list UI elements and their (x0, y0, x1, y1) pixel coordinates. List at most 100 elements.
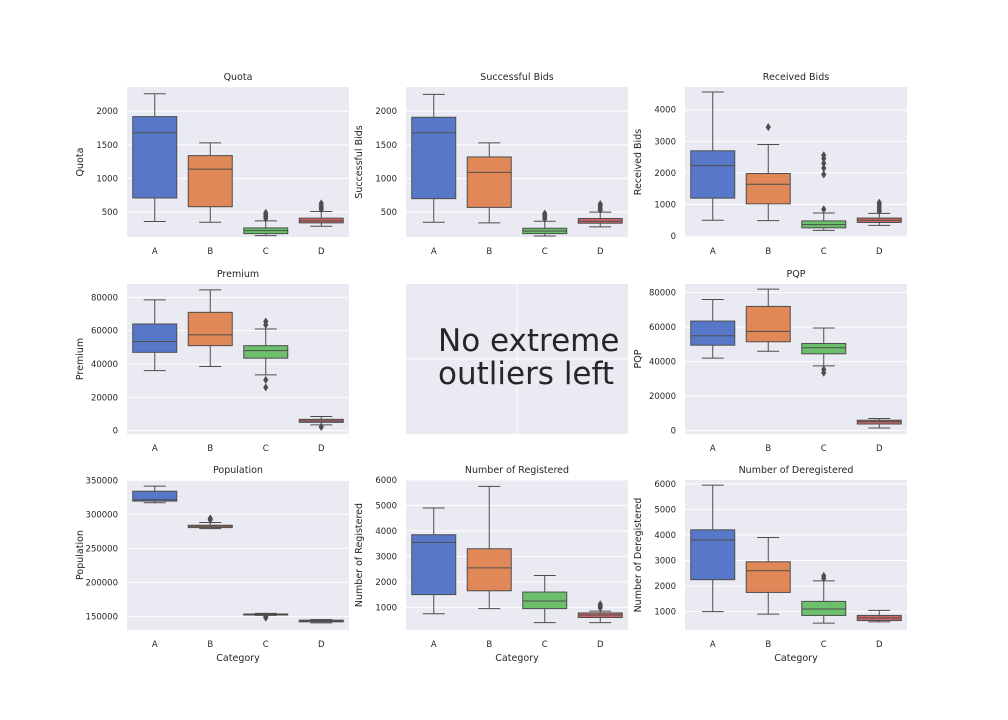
y-tick-label: 80000 (91, 293, 118, 303)
y-tick-label: 2000 (654, 582, 676, 592)
panel-quota: 500 1000 1500 2000 A B C D Quota Quota (75, 72, 349, 257)
y-tick-label: 1000 (654, 608, 676, 618)
x-tick-label: C (821, 247, 827, 257)
y-axis-label: Population (75, 530, 86, 580)
x-tick-label: A (710, 444, 716, 454)
outlier-point (821, 365, 827, 374)
y-tick-label: 1500 (96, 141, 118, 151)
panel-number-of-deregistered: 1000 2000 3000 4000 5000 6000 A B C D Number of De… (633, 465, 907, 664)
box-D (298, 416, 344, 431)
outlier-point (821, 159, 827, 168)
outlier-point (263, 317, 269, 326)
box-B (745, 536, 791, 615)
panel-title: Number of Deregistered (739, 465, 854, 476)
iqr-box (132, 323, 178, 353)
y-tick-label: 2000 (375, 107, 397, 117)
outlier-point (821, 571, 827, 580)
y-axis-label: PQP (633, 349, 644, 368)
y-tick-label: 3000 (654, 137, 676, 147)
iqr-box (856, 419, 902, 425)
y-tick-label: 60000 (91, 327, 118, 337)
y-tick-label: 500 (381, 208, 397, 218)
panel-premium: 0 20000 40000 60000 80000 A B C D Premium Premium (75, 269, 349, 454)
x-tick-label: D (318, 247, 325, 257)
panel-population: 150000 200000 250000 300000 350000 A B C D Popula… (75, 465, 349, 664)
box-D (577, 600, 623, 624)
panel-title: Number of Registered (465, 465, 569, 476)
x-tick-label: D (597, 247, 604, 257)
y-tick-label: 200000 (86, 578, 118, 588)
y-tick-label: 80000 (649, 289, 676, 299)
x-axis-label: Category (774, 653, 818, 664)
x-tick-label: D (318, 640, 325, 650)
box-A (132, 485, 178, 504)
panel-title: Received Bids (763, 72, 829, 83)
iqr-box (187, 311, 233, 347)
y-tick-label: 3000 (375, 552, 397, 562)
plot-area (685, 284, 907, 434)
outlier-point (821, 151, 827, 160)
iqr-box (745, 305, 791, 343)
x-tick-label: A (710, 247, 716, 257)
y-axis-label: Number of Deregistered (633, 498, 644, 613)
y-tick-label: 1000 (375, 174, 397, 184)
y-tick-label: 350000 (86, 476, 118, 486)
box-A (690, 299, 736, 359)
box-A (690, 91, 736, 221)
box-B (187, 514, 233, 530)
x-tick-label: B (207, 444, 213, 454)
y-tick-label: 1000 (375, 603, 397, 613)
y-tick-label: 4000 (654, 531, 676, 541)
y-axis-label: Number of Registered (354, 503, 365, 607)
x-tick-label: A (152, 444, 158, 454)
box-D (298, 618, 344, 624)
panel-title: Premium (217, 269, 259, 280)
outlier-point (597, 200, 603, 209)
empty-panel-text-line2: outliers left (438, 356, 614, 392)
y-tick-label: 20000 (91, 393, 118, 403)
y-axis-label: Quota (75, 148, 86, 177)
x-tick-label: B (486, 640, 492, 650)
outlier-point (207, 514, 213, 523)
x-tick-label: B (207, 640, 213, 650)
y-tick-label: 1000 (654, 200, 676, 210)
y-tick-label: 40000 (91, 360, 118, 370)
box-C (243, 612, 289, 622)
y-tick-label: 5000 (654, 505, 676, 515)
y-tick-label: 0 (671, 427, 676, 437)
x-tick-label: B (765, 640, 771, 650)
y-tick-label: 5000 (375, 501, 397, 511)
empty-panel-text-line1: No extreme (438, 323, 619, 359)
box-B (187, 289, 233, 367)
box-C (243, 208, 289, 237)
y-tick-label: 1000 (96, 174, 118, 184)
outlier-point (318, 199, 324, 208)
x-tick-label: D (876, 247, 883, 257)
outlier-point (542, 209, 548, 218)
x-tick-label: B (207, 247, 213, 257)
plot-area (127, 284, 349, 434)
outlier-point (263, 208, 269, 217)
box-C (801, 327, 847, 377)
y-axis-label: Premium (75, 338, 86, 380)
outlier-point (597, 600, 603, 609)
y-tick-label: 2000 (375, 578, 397, 588)
panel-title: Population (213, 465, 263, 476)
x-tick-label: A (710, 640, 716, 650)
x-tick-label: C (542, 247, 548, 257)
iqr-box (187, 155, 233, 208)
x-tick-label: C (821, 640, 827, 650)
y-tick-label: 1500 (375, 141, 397, 151)
box-B (466, 142, 512, 224)
x-tick-label: C (263, 444, 269, 454)
box-C (522, 209, 568, 237)
iqr-box (411, 534, 457, 596)
iqr-box (745, 561, 791, 593)
box-C (243, 317, 289, 392)
box-A (411, 93, 457, 223)
outlier-point (263, 383, 269, 392)
x-tick-label: C (263, 640, 269, 650)
x-tick-label: D (876, 444, 883, 454)
